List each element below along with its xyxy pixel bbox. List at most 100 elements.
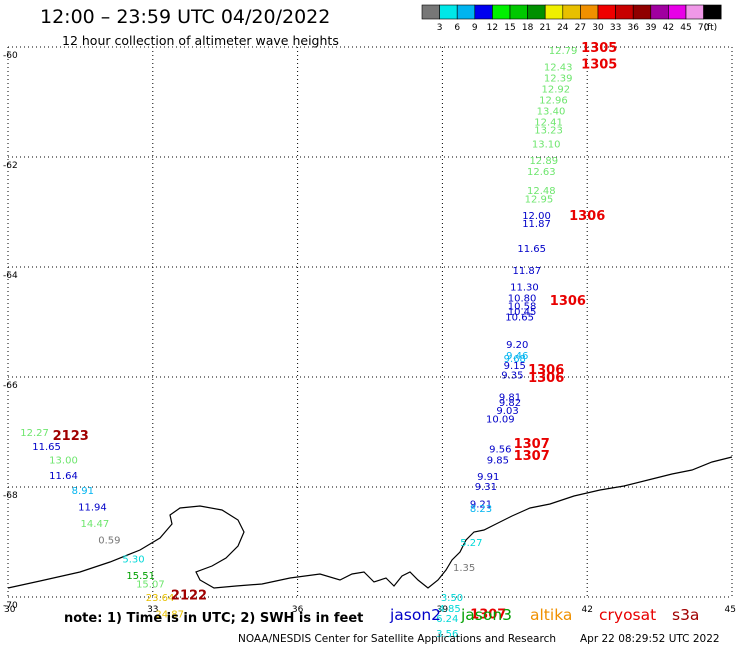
colorbar-swatch: [421, 4, 440, 20]
note-text: note: 1) Time is in UTC; 2) SWH is in fe…: [64, 611, 364, 626]
colorbar-swatch: [615, 4, 634, 20]
wave-height-label: 9.03: [496, 406, 518, 417]
colorbar-swatch: [580, 4, 599, 20]
wave-height-label: 24.87: [155, 610, 184, 621]
wave-height-label: 9.21: [470, 500, 492, 511]
wave-height-label: 13.00: [49, 456, 78, 467]
colorbar-label: 12: [487, 23, 498, 33]
colorbar-label: 18: [522, 23, 534, 33]
wave-height-label: 12.95: [525, 194, 554, 205]
wave-height-label: 11.94: [78, 502, 107, 513]
colorbar-label: 27: [575, 23, 586, 33]
wave-height-label: 12.96: [539, 95, 568, 106]
colorbar-swatch: [703, 4, 722, 20]
wave-height-label: 11.87: [513, 266, 542, 277]
wave-height-label: 8.23: [470, 504, 492, 515]
wave-height-label: 9.85: [487, 456, 509, 467]
wave-height-label: 1.35: [453, 563, 475, 574]
wave-height-label: 13.40: [537, 106, 566, 117]
wave-height-label: 8.91: [72, 486, 94, 497]
colorbar-label: 33: [610, 23, 621, 33]
wave-height-label: 11.30: [510, 282, 539, 293]
wave-height-label: 13.23: [534, 126, 563, 137]
wave-height-label: 12.39: [544, 73, 573, 84]
wave-height-label: 13.10: [532, 139, 561, 150]
colorbar-label: 30: [592, 23, 604, 33]
x-tick-label: 33: [147, 605, 158, 615]
colorbar-swatch: [527, 4, 546, 20]
wave-height-label: 9.35: [501, 370, 523, 381]
colorbar-swatch: [668, 4, 687, 20]
pass-time-label: 1306: [528, 363, 564, 378]
colorbar-swatch: [456, 4, 476, 20]
wave-height-label: 9.31: [475, 482, 497, 493]
wave-height-label: 4.85: [439, 604, 461, 615]
colorbar-label: 9: [472, 23, 478, 33]
wave-height-label: 0.59: [98, 535, 120, 546]
pass-time-label: 2122: [171, 588, 207, 603]
wave-height-label: 12.41: [534, 117, 563, 128]
legend-cryosat: cryosat: [599, 606, 657, 624]
wave-height-label: 12.92: [542, 84, 571, 95]
coastline-layer: [7, 456, 733, 589]
wave-height-label: 12.00: [522, 211, 551, 222]
wave-height-label: 15.07: [136, 579, 165, 590]
footer-timestamp: Apr 22 08:29:52 UTC 2022: [580, 633, 720, 645]
wave-height-label: 10.80: [508, 293, 537, 304]
wave-height-label: 3.56: [436, 629, 458, 640]
wave-height-label: 12.89: [529, 156, 558, 167]
legend-altika: altika: [530, 606, 573, 624]
pass-time-label: 1307: [514, 437, 550, 452]
wave-height-label: 9.68: [504, 354, 526, 365]
colorbar-swatch: [650, 4, 669, 20]
wave-height-label: 11.64: [49, 471, 78, 482]
wave-height-label: 10.45: [508, 307, 537, 318]
wave-height-labels: 12.79 12.4312.3912.9212.9613.4012.4113.23…: [20, 46, 577, 640]
x-tick-label: 36: [292, 605, 304, 615]
chart-title: 12:00 – 23:59 UTC 04/20/2022: [40, 6, 331, 28]
colorbar-swatch: [632, 4, 652, 20]
footer-credit: NOAA/NESDIS Center for Satellite Applica…: [238, 633, 556, 645]
colorbar-swatch: [439, 4, 458, 20]
colorbar-swatch: [597, 4, 616, 20]
pass-time-label: 1306: [569, 209, 605, 224]
wave-height-label: 5.27: [460, 538, 482, 549]
wave-height-label: 23.64: [146, 593, 175, 604]
colorbar-swatch: [509, 4, 528, 20]
wave-height-label: 9.56: [489, 445, 511, 456]
colorbar-label: 70: [698, 23, 710, 33]
colorbar: 3 6 9 12 15 18 21 24 27 30 33 36 39 42 45 70(ft): [421, 4, 722, 33]
wave-height-label: 12.43: [544, 62, 573, 73]
pass-time-label: 1307: [470, 608, 506, 623]
wave-height-label: 3.50: [441, 593, 463, 604]
wave-height-label: 11.65: [517, 244, 546, 255]
wave-height-label: 12.63: [527, 167, 556, 178]
wave-height-label: 9.91: [477, 472, 499, 483]
x-tick-label: 30: [4, 605, 16, 615]
colorbar-label: 15: [504, 23, 515, 33]
wave-height-label: 10.09: [486, 414, 515, 425]
x-tick-label: 39: [437, 605, 449, 615]
colorbar-label: 6: [454, 23, 460, 33]
colorbar-label: 39: [645, 23, 657, 33]
colorbar-unit: (ft): [704, 23, 718, 33]
legend-jason3: jason3: [461, 606, 513, 624]
colorbar-swatch: [492, 4, 511, 20]
pass-time-label: 1306: [550, 294, 586, 309]
wave-height-label: 9.81: [499, 392, 521, 403]
wave-height-label: 9.82: [499, 398, 521, 409]
colorbar-swatch: [474, 4, 493, 20]
y-tick-label: -68: [3, 491, 18, 501]
x-tick-label: 45: [725, 605, 736, 615]
colorbar-swatch: [562, 4, 581, 20]
coastline: [7, 456, 733, 589]
y-tick-label: -64: [3, 271, 18, 281]
legend-s3a: s3a: [672, 606, 700, 624]
y-tick-label: -60: [3, 51, 18, 61]
legend-jason2: jason2: [390, 606, 442, 624]
colorbar-label: 45: [680, 23, 691, 33]
wave-height-label: 15.51: [126, 571, 155, 582]
wave-height-label: 5.30: [122, 555, 144, 566]
pass-time-label: 1305: [581, 41, 617, 56]
